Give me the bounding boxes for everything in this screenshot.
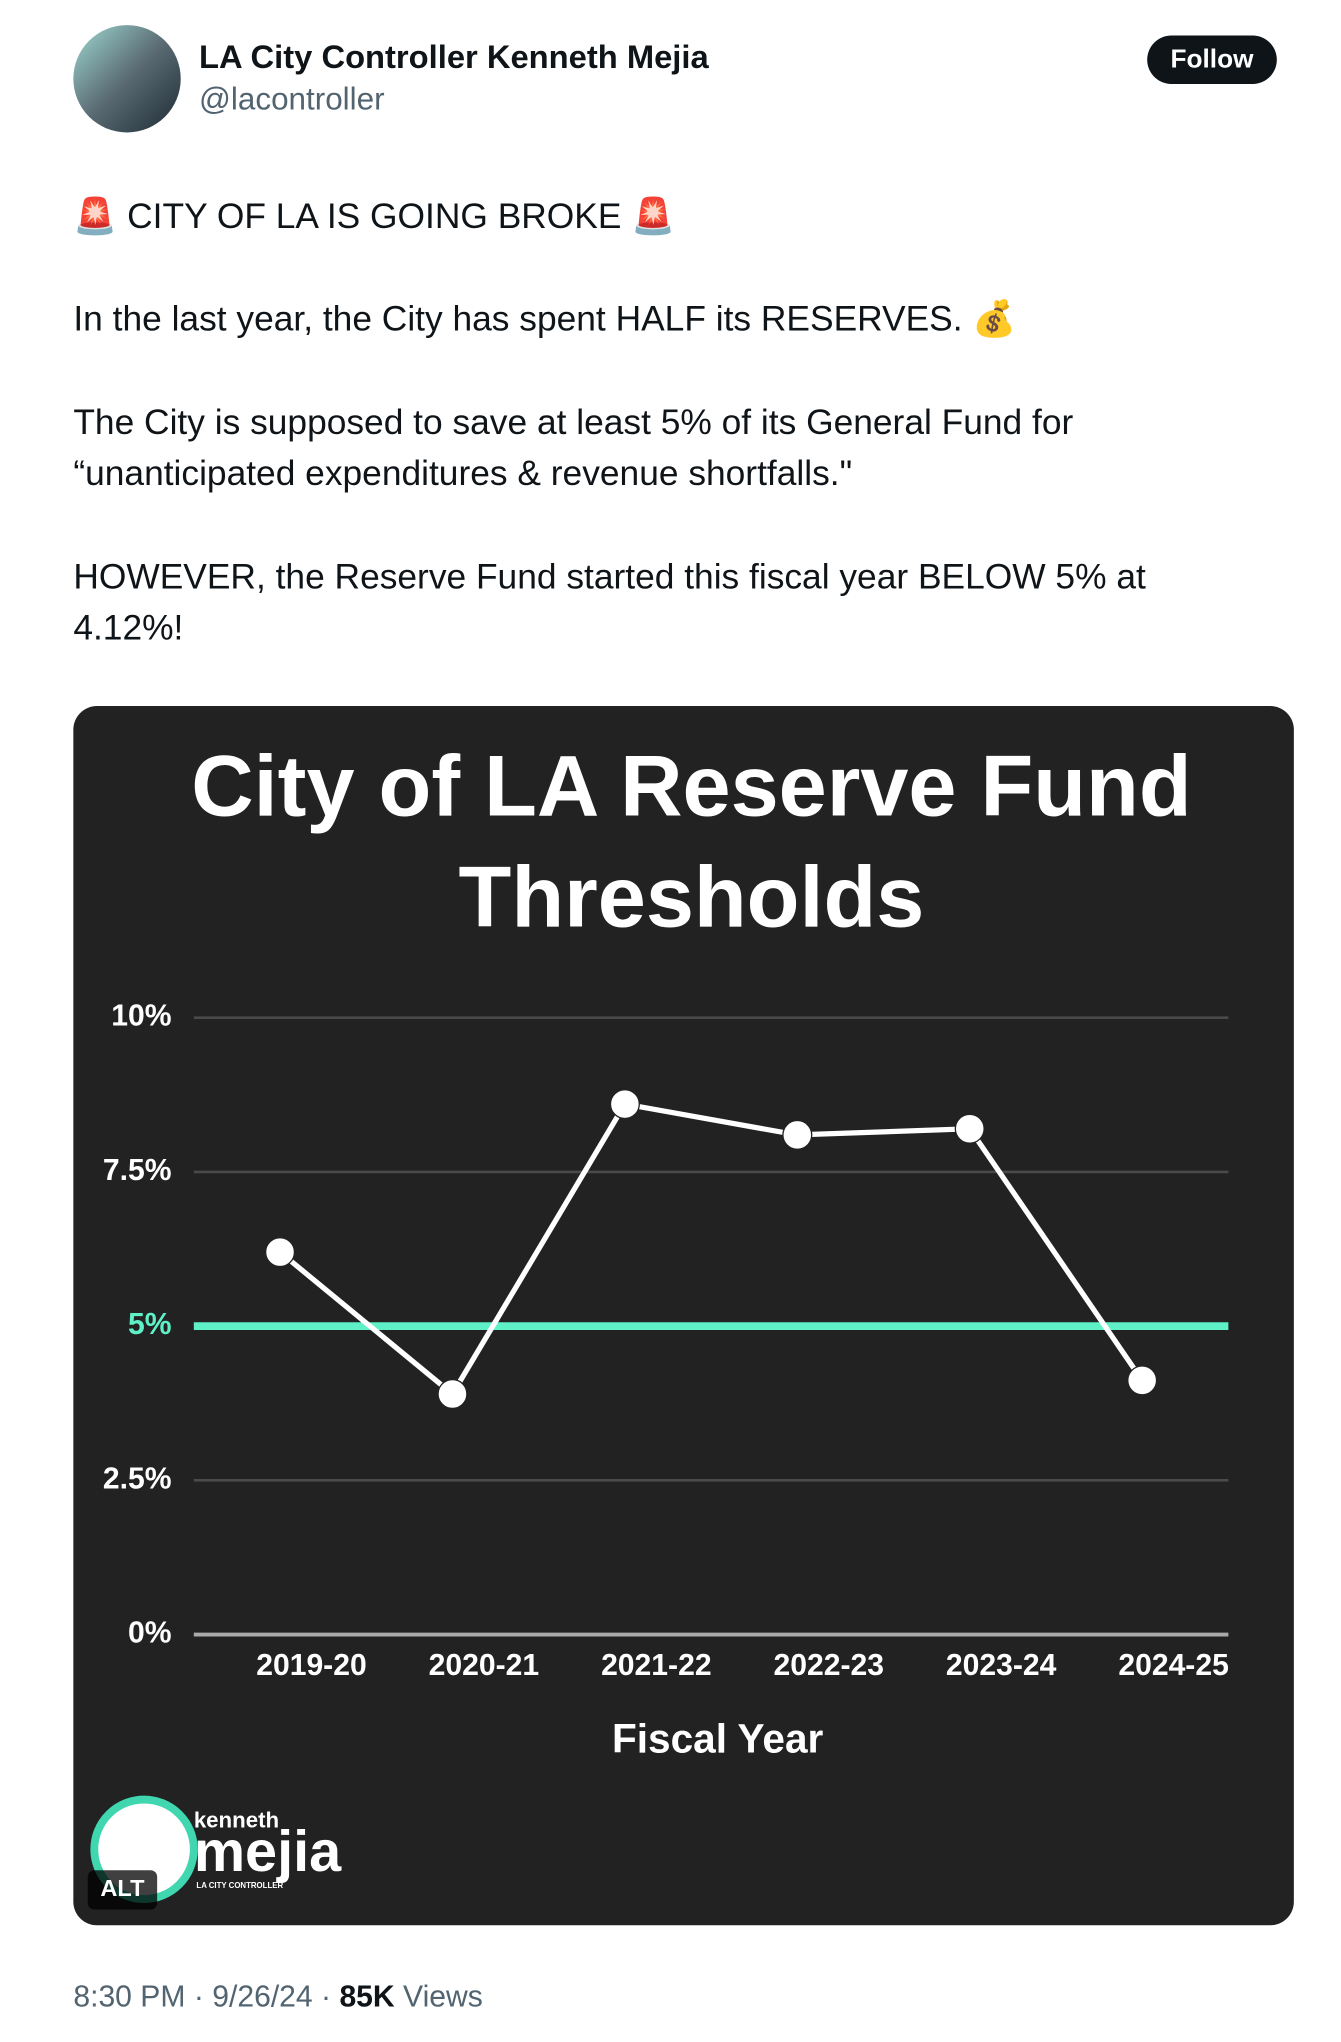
chart-title: Thresholds	[459, 850, 925, 946]
data-point	[1127, 1365, 1158, 1396]
logo-big: mejia	[194, 1820, 342, 1884]
logo-small: kenneth	[194, 1808, 279, 1833]
data-point	[437, 1378, 468, 1410]
logo-sub: LA CITY CONTROLLER	[196, 1881, 283, 1890]
y-tick-label: 5%	[128, 1308, 172, 1341]
data-point	[609, 1089, 640, 1120]
x-tick-label: 2023-24	[946, 1649, 1057, 1682]
follow-button[interactable]	[1147, 35, 1277, 85]
chart-title: City of LA Reserve Fund	[191, 738, 1191, 834]
x-tick-label: 2022-23	[773, 1649, 884, 1682]
author-handle[interactable]: @lacontroller	[199, 81, 385, 116]
y-tick-label: 2.5%	[103, 1462, 172, 1495]
data-point	[954, 1113, 985, 1144]
tweet-line: In the last year, the City has spent HAL…	[73, 297, 1016, 339]
tweet-line: 4.12%!	[73, 608, 183, 647]
follow-label[interactable]: Follow	[1171, 43, 1255, 73]
tweet-line: The City is supposed to save at least 5%…	[73, 403, 1073, 442]
author-name[interactable]: LA City Controller Kenneth Mejia	[199, 38, 709, 75]
tweet-line: HOWEVER, the Reserve Fund started this f…	[73, 557, 1146, 596]
data-point	[264, 1237, 296, 1268]
alt-badge[interactable]	[87, 1870, 158, 1910]
x-tick-label: 2019-20	[256, 1649, 367, 1682]
data-point	[782, 1119, 813, 1150]
tweet-text: 🚨 CITY OF LA IS GOING BROKE 🚨 In the last…	[73, 195, 1146, 647]
tweet-line: 🚨 CITY OF LA IS GOING BROKE 🚨	[73, 195, 675, 236]
x-tick-label: 2021-22	[601, 1649, 712, 1682]
x-axis-label: Fiscal Year	[612, 1716, 824, 1762]
views-label: Views	[395, 1981, 483, 2014]
y-tick-label: 7.5%	[103, 1154, 172, 1187]
x-tick-label: 2024-25	[1118, 1649, 1229, 1682]
tweet-line: “unanticipated expenditures & revenue sh…	[73, 454, 852, 493]
chart: City of LA Reserve Fund Thresholds 0% 2.5% 5…	[103, 738, 1229, 1761]
tweet-meta: 8:30 PM · 9/26/24 · 85K Views	[73, 1981, 482, 2014]
alt-label[interactable]: ALT	[100, 1875, 145, 1901]
timestamp[interactable]: 8:30 PM · 9/26/24 ·	[73, 1981, 339, 2014]
chart-card[interactable]	[73, 706, 1294, 1926]
x-tick-label: 2020-21	[429, 1649, 540, 1682]
avatar[interactable]	[73, 25, 181, 133]
series-line	[278, 1101, 1145, 1398]
y-tick-label: 0%	[128, 1616, 172, 1649]
y-tick-label: 10%	[111, 1000, 171, 1033]
view-count: 85K	[339, 1981, 394, 2014]
